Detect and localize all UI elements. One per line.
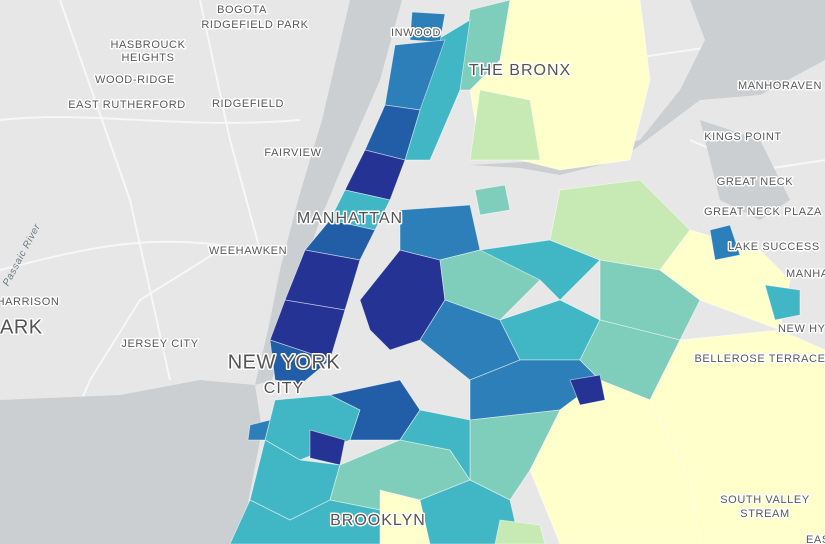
district <box>478 239 601 301</box>
district <box>229 479 521 544</box>
district <box>529 379 701 544</box>
district <box>494 519 546 544</box>
place-label: EAS <box>806 534 825 544</box>
place-label: BOGOTA <box>217 4 267 16</box>
place-label: RIDGEFIELD <box>212 98 284 110</box>
place-label: HEIGHTS <box>121 52 174 64</box>
water-body <box>470 0 825 175</box>
place-label: THE BRONX <box>469 62 571 79</box>
road <box>59 0 171 381</box>
place-label: WOOD-RIDGE <box>95 74 175 86</box>
district <box>399 204 481 261</box>
place-label: MANHATTAN <box>297 210 403 227</box>
district <box>569 374 606 406</box>
place-label: HASBROUCK <box>110 39 185 51</box>
district <box>247 419 271 441</box>
place-label: HARRISON <box>0 296 59 308</box>
place-label: NEW YORK <box>228 351 341 373</box>
place-label: INWOOD <box>391 27 441 39</box>
district <box>399 409 471 482</box>
district <box>764 284 801 321</box>
district <box>469 89 541 161</box>
place-label: STREAM <box>740 508 789 520</box>
place-label: GREAT NECK PLAZA <box>704 206 822 218</box>
place-label: KINGS POINT <box>704 131 782 143</box>
place-label: BELLEROSE TERRACE <box>694 353 825 365</box>
place-label: LAKE SUCCESS <box>728 241 820 253</box>
place-label: WEEHAWKEN <box>209 245 287 257</box>
place-label: NEW HY <box>778 323 825 335</box>
district <box>599 259 701 341</box>
road <box>199 0 261 251</box>
district <box>709 224 741 261</box>
place-label: MANHORAVEN <box>738 80 822 92</box>
place-label: GREAT NECK <box>717 176 794 188</box>
district <box>379 489 431 544</box>
districts <box>229 0 825 544</box>
place-label: MANHA <box>786 268 825 280</box>
place-label: RIDGEFIELD PARK <box>201 19 308 31</box>
place-label: JERSEY CITY <box>121 338 198 350</box>
water-body <box>120 420 150 544</box>
road <box>0 240 251 271</box>
place-label: SOUTH VALLEY <box>720 494 810 506</box>
district <box>474 184 511 216</box>
place-label: ARK <box>0 316 43 338</box>
place-label: FAIRVIEW <box>264 147 321 159</box>
place-label: CITY <box>264 380 304 397</box>
water-body <box>700 120 790 220</box>
place-label: BROOKLYN <box>330 512 426 529</box>
road <box>0 116 301 124</box>
district <box>269 339 331 386</box>
place-label: EAST RUTHERFORD <box>68 99 186 111</box>
